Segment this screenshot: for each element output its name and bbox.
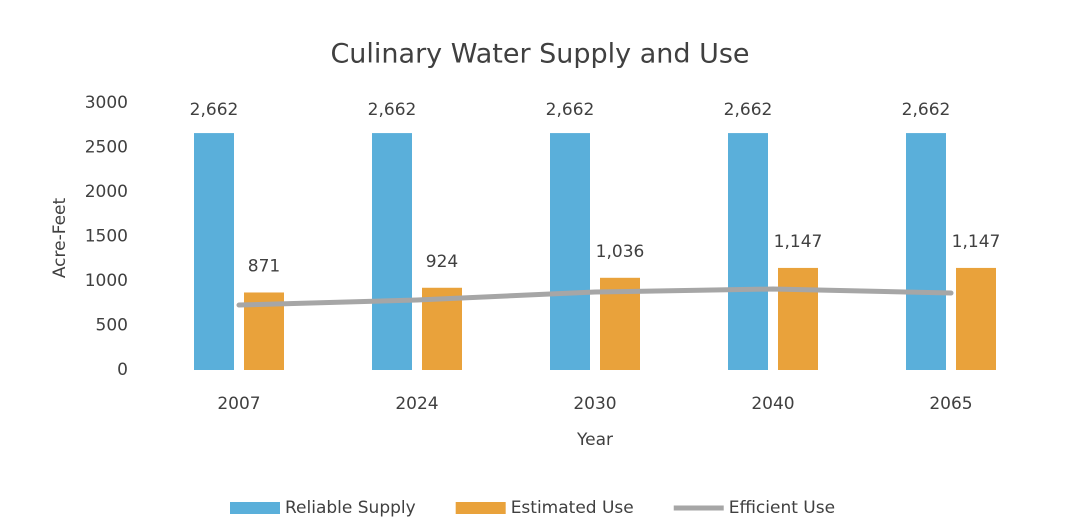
data-label: 1,036	[596, 242, 645, 262]
data-label: 2,662	[902, 100, 951, 120]
x-tick-label: 2030	[573, 394, 616, 414]
bar	[372, 133, 412, 370]
y-tick-label: 1500	[85, 227, 128, 247]
data-label: 871	[248, 256, 280, 276]
y-tick-label: 0	[117, 360, 128, 380]
bar	[778, 267, 818, 370]
data-label: 2,662	[190, 100, 239, 120]
data-label: 2,662	[546, 100, 595, 120]
bar	[194, 133, 234, 370]
y-tick-label: 500	[96, 316, 128, 336]
chart-title: Culinary Water Supply and Use	[330, 39, 749, 70]
x-tick-label: 2065	[929, 394, 972, 414]
bar	[956, 267, 996, 370]
legend-label: Efficient Use	[729, 498, 835, 518]
x-tick-label: 2007	[217, 394, 260, 414]
legend-swatch	[230, 502, 280, 514]
legend-swatch	[455, 502, 506, 514]
y-tick-label: 2500	[85, 138, 128, 158]
legend-label: Reliable Supply	[285, 498, 416, 518]
y-axis-label: Acre-Feet	[50, 198, 70, 279]
y-tick-label: 2000	[85, 182, 128, 202]
x-tick-label: 2024	[395, 394, 438, 414]
data-label: 1,147	[774, 232, 823, 252]
x-axis-label: Year	[576, 430, 613, 450]
bar	[728, 133, 768, 370]
y-tick-label: 1000	[85, 271, 128, 291]
line	[236, 286, 954, 308]
bar	[550, 133, 590, 370]
data-label: 2,662	[724, 100, 773, 120]
bar	[906, 133, 946, 370]
y-tick-label: 3000	[85, 93, 128, 113]
x-tick-label: 2040	[751, 394, 794, 414]
data-label: 1,147	[952, 232, 1001, 252]
legend-label: Estimated Use	[511, 498, 634, 518]
data-label: 2,662	[368, 100, 417, 120]
data-label: 924	[426, 252, 458, 272]
